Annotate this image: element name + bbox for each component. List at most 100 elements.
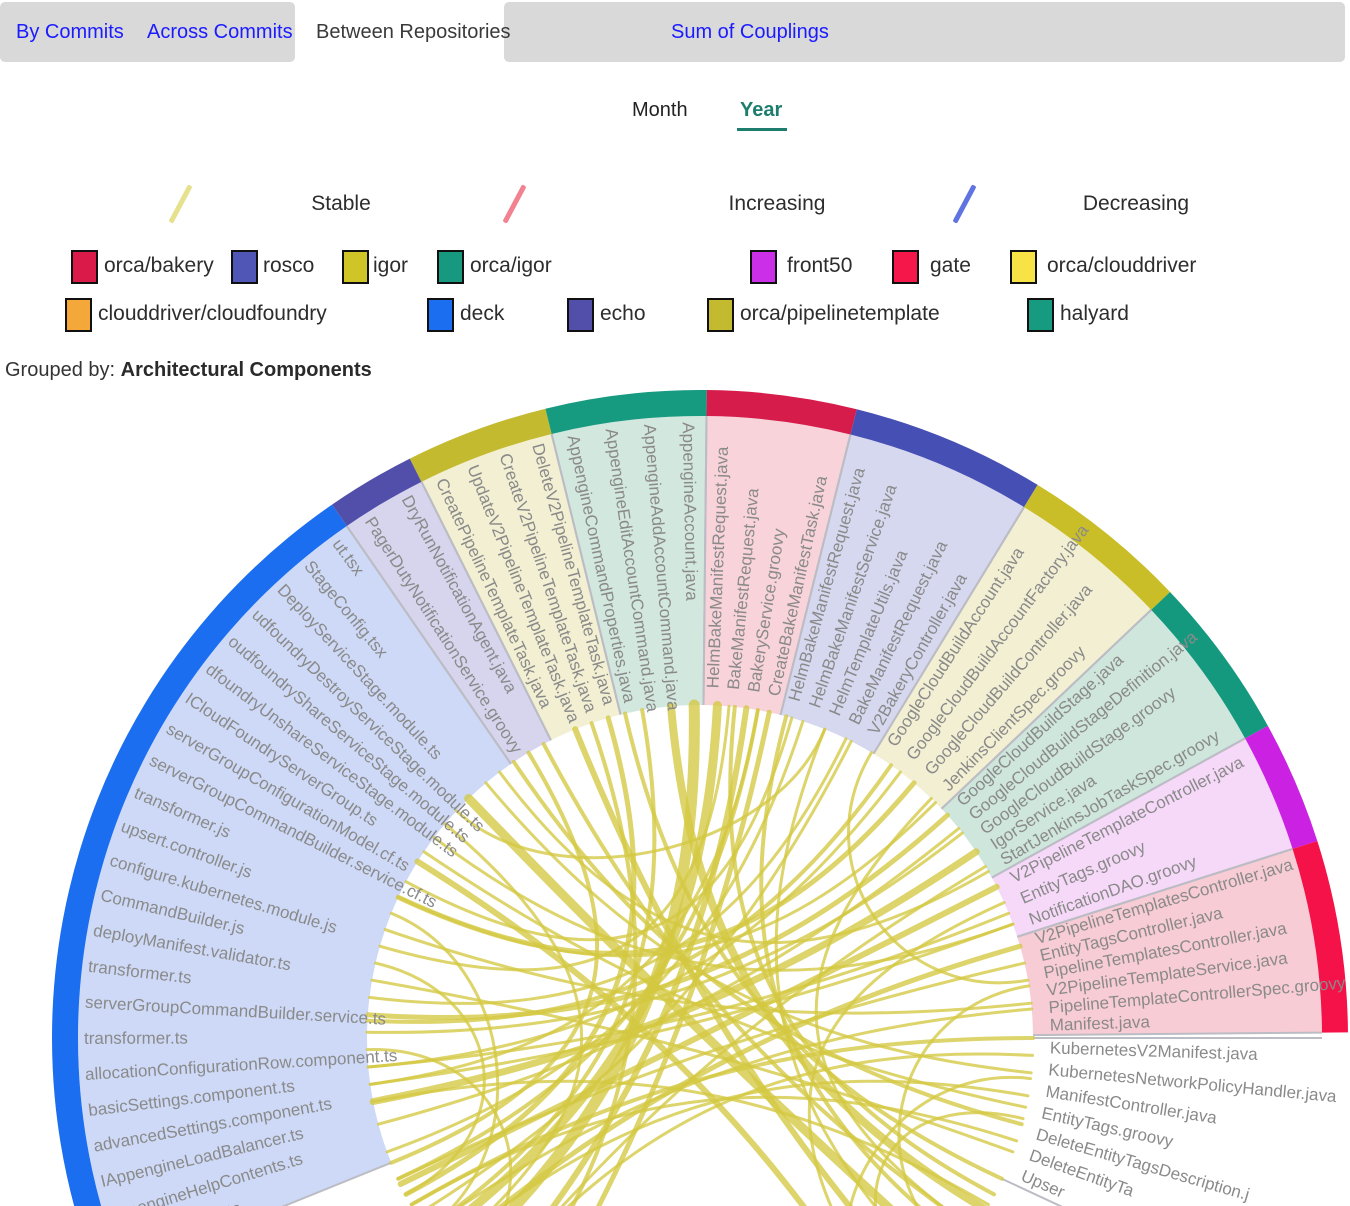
legend-label-orca-clouddriver: orca/clouddriver (1047, 254, 1197, 277)
file-label-kubernetesv2manifest-java: KubernetesV2Manifest.java (1050, 1038, 1259, 1063)
coupling-edge (498, 770, 990, 945)
coupling-edge (814, 796, 945, 1206)
section-divider (940, 609, 1152, 810)
coupling-edge (371, 1079, 990, 1206)
coupling-edge (455, 708, 657, 1206)
trend-label-increasing: Increasing (728, 192, 826, 215)
section-divider (702, 416, 708, 706)
coupling-edge (511, 759, 1024, 1127)
color-swatch-orca-pipelinetemplate (707, 298, 734, 332)
tab-by-commits[interactable]: By Commits (16, 21, 124, 43)
color-swatch-igor (342, 250, 369, 284)
legend-label-front50: front50 (787, 254, 853, 277)
wedge-rosco (780, 434, 1025, 754)
coupling-edge (365, 763, 894, 1024)
coupling-edge (623, 711, 1004, 1181)
trend-label-stable: Stable (311, 192, 371, 215)
color-swatch-halyard (1027, 298, 1054, 332)
legend-label-orca-igor: orca/igor (470, 254, 552, 277)
coupling-edge (383, 928, 1033, 1015)
file-label-transformer-ts: transformer.ts (84, 1029, 188, 1048)
legend-label-deck: deck (460, 302, 505, 325)
color-swatch-deck (427, 298, 454, 332)
legend-label-rosco: rosco (263, 254, 315, 277)
coupling-edge (570, 721, 638, 1206)
color-swatch-front50 (750, 250, 777, 284)
arc-orca-bakery (706, 390, 857, 435)
coupling-edge (366, 770, 902, 1069)
grouped-by-prefix: Grouped by: (5, 359, 121, 381)
color-swatch-clouddriver-cloudfoundry (65, 298, 92, 332)
arc-igor (1024, 484, 1171, 610)
color-swatch-echo (567, 298, 594, 332)
toggle-year[interactable]: Year (740, 99, 783, 121)
wedge-gate (1017, 848, 1322, 1036)
coupling-edge (389, 750, 600, 1165)
file-label-manifest-java: Manifest.java (1049, 1012, 1150, 1034)
arc-orca-igor (1151, 591, 1268, 739)
wedge-orca-pipelinetemplate (421, 433, 621, 741)
tab-across-commits[interactable]: Across Commits (147, 21, 293, 43)
wedge-halyard (551, 416, 707, 715)
coupling-edge (774, 727, 877, 1206)
arc-deck (51, 504, 347, 1206)
arc-orca-pipelinetemplate (409, 408, 552, 482)
legend-label-igor: igor (373, 254, 409, 277)
coupling-edge (389, 911, 500, 1206)
wedge-orca-bakery (703, 416, 851, 715)
coupling-edge (365, 831, 964, 1034)
tab-bar-background-left (0, 2, 295, 62)
coupling-edge (560, 864, 987, 1206)
grouped-by-value: Architectural Components (120, 359, 372, 381)
toggle-month[interactable]: Month (632, 99, 688, 121)
arc-rosco (850, 409, 1038, 508)
coupling-edge (378, 704, 731, 972)
legend-label-clouddriver-cloudfoundry: clouddriver/cloudfoundry (98, 302, 327, 325)
coupling-edge (368, 922, 1015, 1086)
section-divider (420, 481, 552, 741)
coupling-edge (807, 901, 1006, 1206)
coupling-edge (847, 751, 1030, 985)
coupling-edge (541, 741, 945, 1206)
wedge-echo (346, 481, 551, 764)
wedge-front50 (991, 738, 1293, 937)
tab-between-repositories[interactable]: Between Repositories (316, 21, 511, 43)
coupling-edge (897, 984, 1031, 1206)
color-swatch-orca-bakery (71, 250, 98, 284)
coupling-edge (376, 826, 961, 1126)
section-divider (991, 737, 1246, 879)
section-divider (281, 1161, 392, 1206)
legend-label-gate: gate (930, 254, 971, 277)
coupling-edge (432, 836, 1015, 972)
arc-front50 (1245, 725, 1318, 849)
wedge-deck (78, 526, 511, 1206)
color-swatch-orca-igor (437, 250, 464, 284)
coupling-edge (497, 943, 1023, 1206)
wedge-igor (873, 507, 1152, 809)
wedge-orca-igor (941, 609, 1246, 878)
trend-label-decreasing: Decreasing (1082, 192, 1190, 215)
coupling-edge (410, 1095, 1019, 1206)
section-divider (779, 434, 852, 716)
coupling-edge (458, 1007, 1034, 1206)
file-label-appengineaccount-java: AppengineAccount.java (679, 422, 702, 602)
coupling-edge (501, 1079, 1030, 1206)
coupling-edge (454, 727, 827, 860)
section-divider (550, 433, 622, 715)
coupling-edge (367, 737, 848, 1005)
arc-echo (332, 458, 422, 527)
section-divider (1016, 847, 1293, 938)
toggle-active-underline (737, 128, 787, 131)
coupling-edge (370, 978, 1015, 1154)
color-swatch-rosco (231, 250, 258, 284)
tab-sum-of-couplings[interactable]: Sum of Couplings (671, 21, 829, 43)
section-divider (1001, 1177, 1063, 1206)
coupling-edge (396, 708, 760, 1181)
legend-label-orca-pipelinetemplate: orca/pipelinetemplate (740, 302, 940, 325)
coupling-edge (759, 714, 922, 1206)
legend-label-echo: echo (600, 302, 646, 325)
section-divider (872, 506, 1025, 755)
arc-gate (1292, 840, 1348, 1033)
section-divider (1032, 1031, 1322, 1037)
